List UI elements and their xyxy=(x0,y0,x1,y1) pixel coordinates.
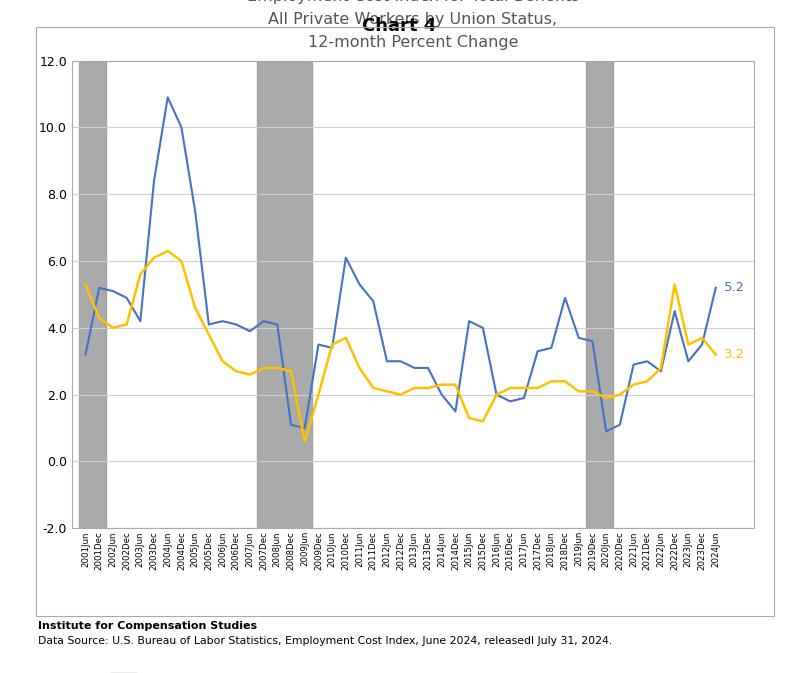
Text: Chart 4: Chart 4 xyxy=(361,17,437,35)
Text: 5.2: 5.2 xyxy=(724,281,745,294)
Bar xyxy=(257,61,311,528)
Text: Data Source: U.S. Bureau of Labor Statistics, Employment Cost Index, June 2024, : Data Source: U.S. Bureau of Labor Statis… xyxy=(38,636,612,646)
Legend: Recession, Union: Total benefits, Non-union: Total benefits: Recession, Union: Total benefits, Non-un… xyxy=(105,668,612,673)
Text: Institute for Compensation Studies: Institute for Compensation Studies xyxy=(38,621,257,631)
Title: Employment Cost Index for Total Benefits
All Private Workers by Union Status,
12: Employment Cost Index for Total Benefits… xyxy=(247,0,579,50)
Bar xyxy=(79,61,106,528)
Text: 3.2: 3.2 xyxy=(724,348,745,361)
Bar xyxy=(586,61,613,528)
